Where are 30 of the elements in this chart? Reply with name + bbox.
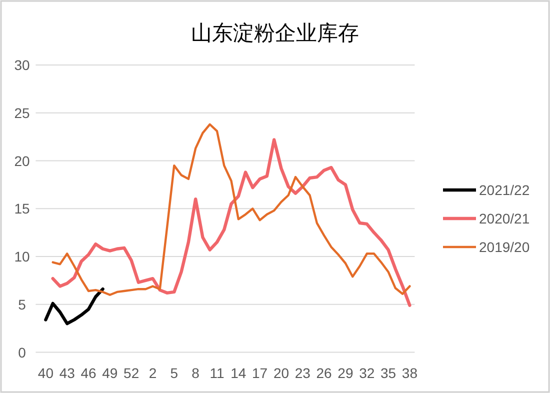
x-tick-label: 20 [273,365,290,381]
chart-title: 山东淀粉企业库存 [191,22,359,45]
x-tick-label: 23 [294,365,311,381]
x-tick-label: 35 [380,365,396,381]
x-tick-label: 43 [59,365,76,381]
y-tick-label: 15 [14,200,30,217]
x-tick-label: 49 [102,365,118,381]
y-tick-label: 20 [14,152,30,169]
x-tick-label: 29 [338,365,354,381]
legend-label: 2021/22 [479,182,530,198]
x-tick-label: 5 [170,365,178,381]
y-tick-label: 0 [18,344,26,360]
legend-label: 2020/21 [479,210,530,226]
y-tick-label: 10 [14,248,30,265]
x-tick-label: 8 [192,365,200,381]
x-tick-label: 46 [80,365,97,381]
x-tick-label: 2 [148,365,157,381]
x-tick-label: 32 [359,365,375,381]
x-tick-label: 40 [38,365,54,381]
y-tick-label: 5 [18,296,26,312]
x-tick-label: 17 [252,365,268,381]
x-tick-label: 38 [402,365,418,381]
y-tick-label: 25 [14,104,30,121]
line-series [44,287,104,326]
x-tick-label: 26 [316,365,332,381]
y-tick-label: 30 [14,57,30,73]
legend-label: 2019/20 [479,239,530,255]
x-tick-label: 11 [210,365,224,381]
x-tick-label: 52 [124,365,140,381]
x-tick-label: 14 [230,365,246,381]
